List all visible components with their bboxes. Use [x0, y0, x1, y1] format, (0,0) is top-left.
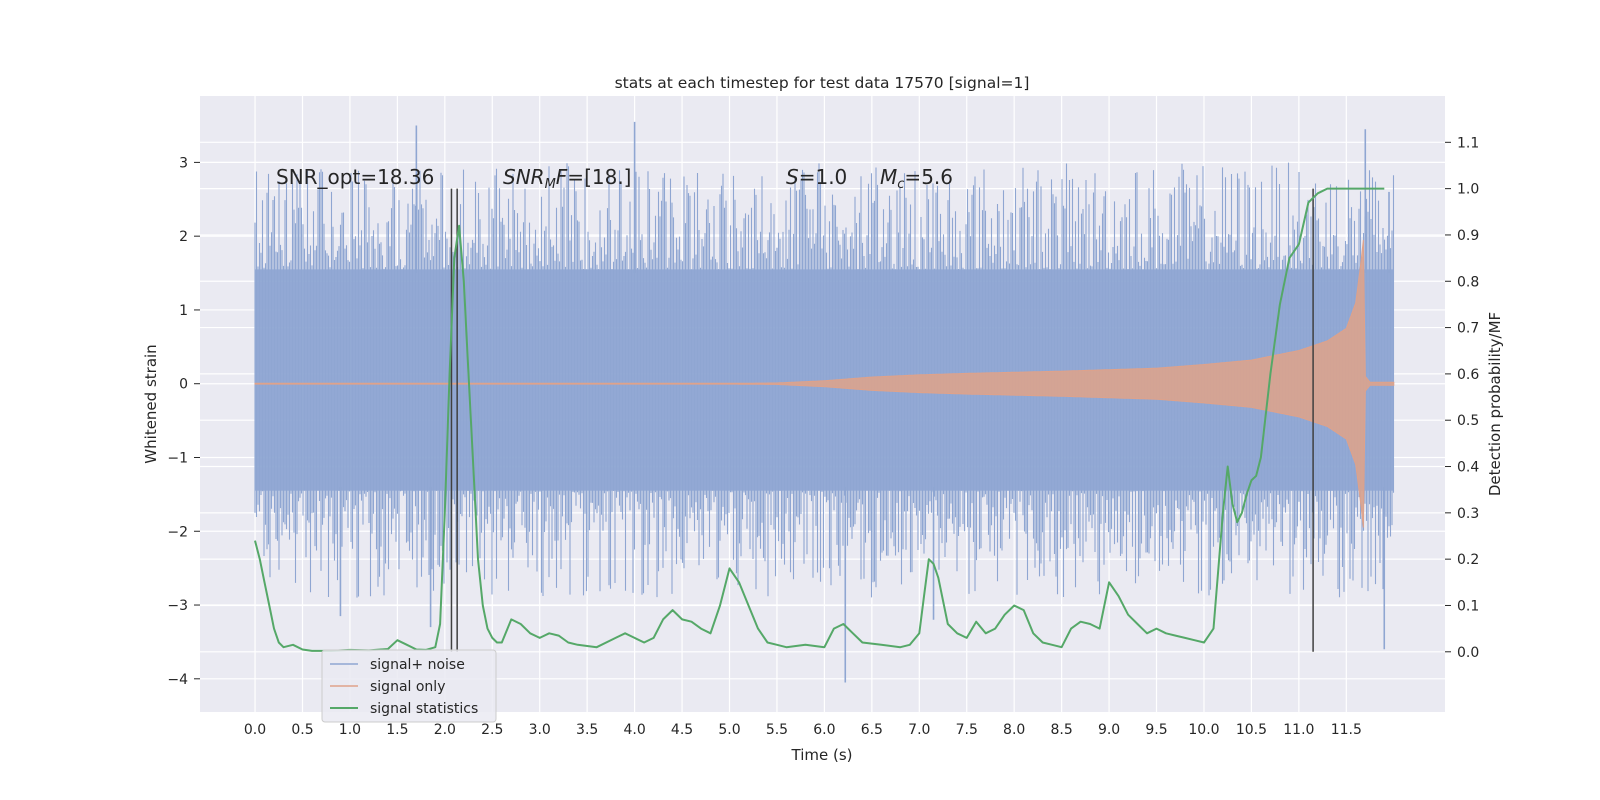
x-tick-label: 2.0 [434, 722, 456, 738]
y2-tick-label: 0.8 [1457, 274, 1479, 290]
y-tick-label: 0 [179, 377, 188, 393]
ticks: 0.0 0.5 1.0 1.5 2.0 2.5 3.0 3.5 4.0 4.5 5.0 5.5 6.0 6… [167, 135, 1479, 738]
x-tick-label: 2.5 [481, 722, 503, 738]
y2-tick-label: 0.4 [1457, 460, 1479, 476]
y2-tick-label: 0.7 [1457, 321, 1479, 337]
y-tick-label: 1 [179, 303, 188, 319]
y-tick-label: 3 [179, 155, 188, 171]
x-tick-label: 7.0 [908, 722, 930, 738]
x-tick-label: 4.5 [671, 722, 693, 738]
y-tick-label: −3 [167, 598, 188, 614]
signal-statistics-line [254, 187, 1385, 652]
x-axis-label: Time (s) [791, 746, 853, 764]
x-tick-label: 7.5 [956, 722, 978, 738]
y2-tick-label: 0.1 [1457, 598, 1479, 614]
x-tick-label: 9.5 [1145, 722, 1167, 738]
y2-tick-label: 0.0 [1457, 645, 1479, 661]
legend-label-signal-statistics: signal statistics [370, 701, 478, 717]
x-tick-label: 10.5 [1236, 722, 1267, 738]
y2-tick-label: 1.0 [1457, 182, 1479, 198]
x-tick-label: 8.5 [1050, 722, 1072, 738]
legend: signal+ noise signal only signal statist… [321, 649, 497, 723]
y-tick-label: −4 [167, 672, 188, 688]
signal-only-envelope [254, 239, 1395, 528]
x-tick-label: 11.0 [1283, 722, 1314, 738]
y2-tick-label: 0.6 [1457, 367, 1479, 383]
x-tick-label: 10.0 [1188, 722, 1219, 738]
y-axis-label: Whitened strain [142, 344, 160, 463]
x-tick-label: 0.0 [244, 722, 266, 738]
y-tick-label: 2 [179, 229, 188, 245]
signal-only-series [254, 239, 1395, 528]
x-tick-label: 1.0 [339, 722, 361, 738]
y2-tick-label: 0.9 [1457, 228, 1479, 244]
x-tick-label: 1.5 [386, 722, 408, 738]
vertical-markers [450, 188, 1314, 652]
y2-tick-label: 0.3 [1457, 506, 1479, 522]
y2-tick-label: 0.2 [1457, 552, 1479, 568]
x-tick-label: 3.5 [576, 722, 598, 738]
y-tick-label: −1 [167, 450, 188, 466]
y2-tick-label: 1.1 [1457, 135, 1479, 151]
signal-statistics-series [254, 187, 1385, 652]
x-tick-label: 9.0 [1098, 722, 1120, 738]
x-tick-label: 6.0 [813, 722, 835, 738]
x-tick-label: 5.5 [766, 722, 788, 738]
legend-box [321, 649, 497, 723]
y2-tick-label: 0.5 [1457, 413, 1479, 429]
legend-label-signal-only: signal only [370, 679, 445, 695]
y2-axis-label: Detection probability/MF [1486, 312, 1504, 496]
annotation-snr-opt: SNR_opt=18.36 [276, 165, 434, 189]
x-tick-label: 4.0 [623, 722, 645, 738]
chart-title: stats at each timestep for test data 175… [615, 74, 1030, 92]
x-tick-label: 6.5 [861, 722, 883, 738]
x-tick-label: 5.0 [718, 722, 740, 738]
annotation-mc: Mc=5.6 [880, 165, 953, 192]
x-tick-label: 3.0 [529, 722, 551, 738]
annotation-s: S=1.0 [786, 165, 847, 189]
y-tick-label: −2 [167, 524, 188, 540]
legend-label-signal-noise: signal+ noise [370, 657, 465, 673]
x-tick-label: 11.5 [1331, 722, 1362, 738]
x-tick-label: 0.5 [291, 722, 313, 738]
annotation-snr-mf: SNRMF=[18.] [503, 165, 631, 192]
x-tick-label: 8.0 [1003, 722, 1025, 738]
